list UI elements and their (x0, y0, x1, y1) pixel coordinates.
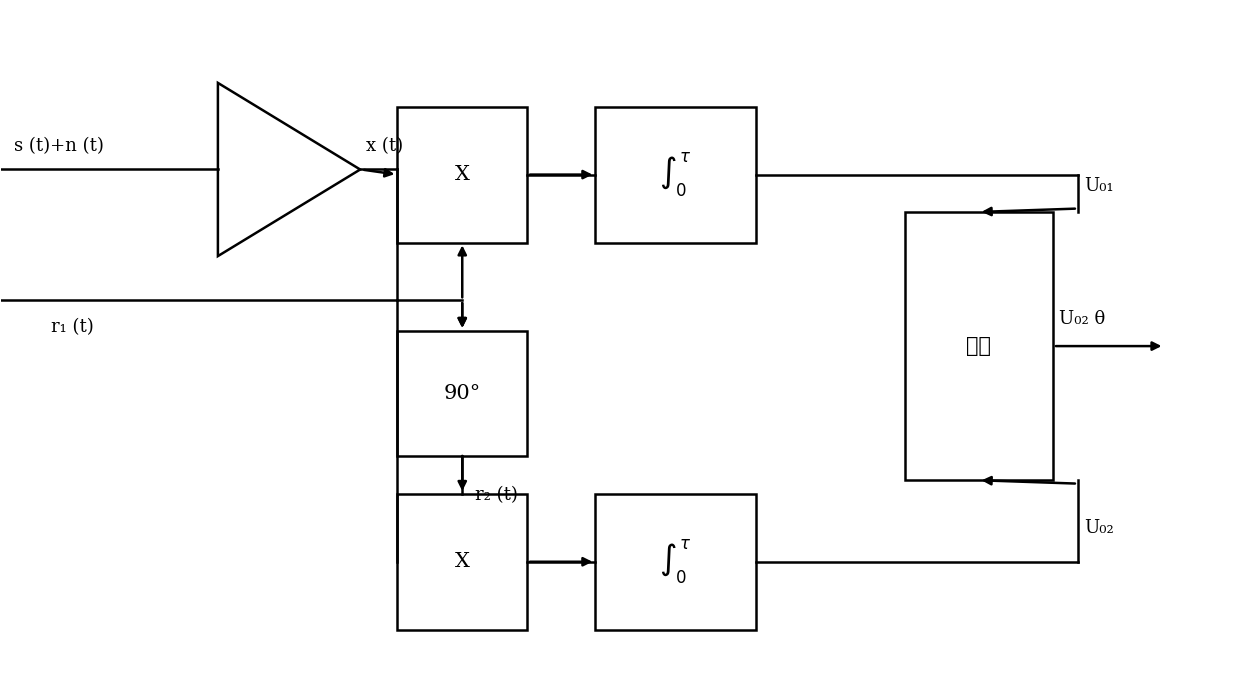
Text: r₂ (t): r₂ (t) (475, 486, 517, 505)
Text: X: X (455, 165, 470, 184)
Text: X: X (455, 552, 470, 572)
Bar (397, 106, 527, 243)
Bar (595, 106, 756, 243)
Text: $\int_0^{\tau}$: $\int_0^{\tau}$ (660, 537, 692, 586)
Text: U₀₁: U₀₁ (1084, 177, 1114, 196)
Text: r₁ (t): r₁ (t) (51, 318, 94, 336)
Text: s (t)+n (t): s (t)+n (t) (14, 136, 104, 155)
Text: $\int_0^{\tau}$: $\int_0^{\tau}$ (660, 151, 692, 198)
Bar (904, 212, 1053, 480)
Text: U₀₂: U₀₂ (1084, 519, 1114, 537)
Bar (595, 494, 756, 629)
Text: U₀₂ θ: U₀₂ θ (1059, 310, 1106, 328)
Bar (397, 331, 527, 456)
Text: x (t): x (t) (366, 136, 403, 155)
Text: 90°: 90° (444, 384, 481, 403)
Text: 运算: 运算 (966, 336, 991, 356)
Bar (397, 494, 527, 629)
